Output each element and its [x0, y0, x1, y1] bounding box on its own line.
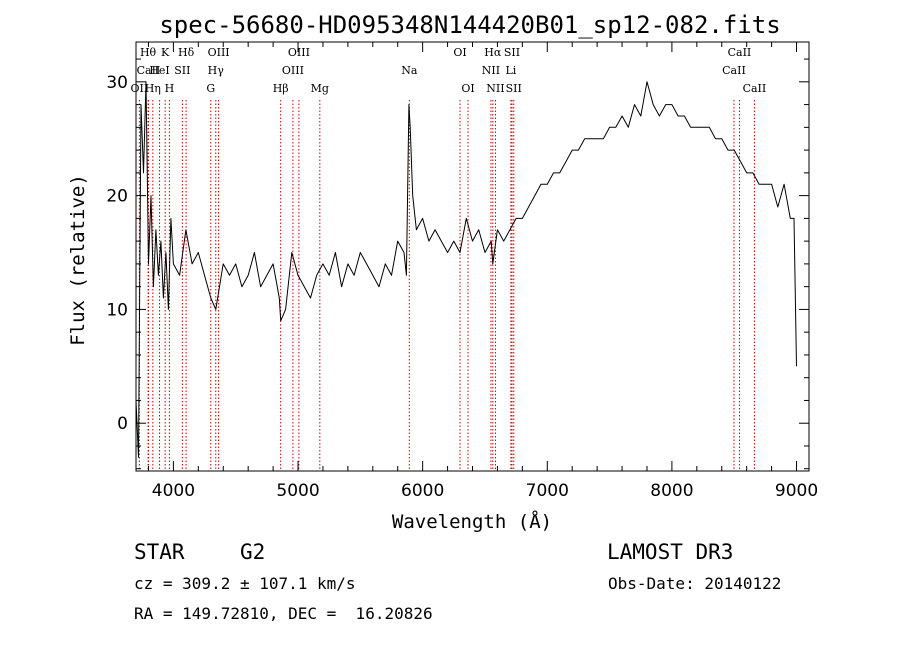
- spectrum-series: [135, 81, 797, 458]
- spectral-line-label-13: OIII: [282, 64, 304, 77]
- x-tick-label-4000: 4000: [152, 481, 195, 501]
- spectral-line-label-10: Hγ: [208, 64, 225, 77]
- chart-title: spec-56680-HD095348N144420B01_sp12-082.f…: [159, 11, 780, 39]
- spectral-line-label-9: G: [206, 82, 215, 95]
- spectral-line-label-23: Li: [505, 64, 516, 77]
- y-tick-label-30: 30: [106, 73, 128, 93]
- spectral-line-label-8: Hδ: [178, 46, 195, 59]
- object-class: STAR: [134, 540, 185, 564]
- spectral-line-label-14: OIII: [288, 46, 310, 59]
- plot-frame: [135, 41, 810, 472]
- spectral-line-label-3: Hη: [145, 82, 161, 95]
- spectral-line-label-24: SII: [506, 82, 522, 95]
- spectral-line-label-21: NII: [486, 82, 504, 95]
- y-tick-label-0: 0: [117, 414, 128, 434]
- y-axis: 0 10 20 30: [106, 58, 809, 470]
- spectral-line-label-22: SII: [504, 46, 520, 59]
- spectral-line-markers: OII Hθ CaII Hη HeI K H SII Hδ G Hγ OIII Hβ OIII OIII Mg…: [131, 46, 767, 471]
- x-axis-label: Wavelength (Å): [392, 510, 552, 533]
- spectral-line-label-1: Hθ: [140, 46, 157, 59]
- observation-date: Obs-Date: 20140122: [608, 574, 782, 593]
- spectral-line-label-7: SII: [174, 64, 190, 77]
- x-tick-label-5000: 5000: [276, 481, 319, 501]
- spectral-line-label-27: CaII: [743, 82, 767, 95]
- spectral-line-label-19: NII: [482, 64, 500, 77]
- spectral-line-label-18: OI: [461, 82, 474, 95]
- x-tick-label-9000: 9000: [775, 481, 818, 501]
- spectral-line-label-6: H: [165, 82, 175, 95]
- spectral-line-label-26: CaII: [728, 46, 752, 59]
- object-subclass: G2: [240, 540, 266, 564]
- spectral-line-label-25: CaII: [722, 64, 746, 77]
- x-tick-label-7000: 7000: [526, 481, 569, 501]
- spectral-line-label-17: OI: [453, 46, 466, 59]
- y-axis-label: Flux (relative): [67, 174, 89, 346]
- spectral-line-label-2: CaII: [137, 64, 161, 77]
- series-line-spectrum: [135, 81, 797, 458]
- spectral-line-label-5: K: [161, 46, 170, 59]
- survey-name: LAMOST DR3: [607, 540, 734, 564]
- coordinates: RA = 149.72810, DEC = 16.20826: [134, 604, 433, 623]
- redshift-cz: cz = 309.2 ± 107.1 km/s: [134, 574, 356, 593]
- y-tick-label-20: 20: [106, 187, 128, 207]
- x-tick-label-8000: 8000: [650, 481, 693, 501]
- spectral-line-label-16: Na: [401, 64, 418, 77]
- spectral-line-label-12: Hβ: [273, 82, 289, 95]
- spectral-line-label-11: OIII: [208, 46, 230, 59]
- y-tick-label-10: 10: [106, 300, 128, 320]
- x-tick-label-6000: 6000: [401, 481, 444, 501]
- spectral-line-label-4: HeI: [149, 64, 169, 77]
- spectral-line-label-15: Mg: [311, 82, 329, 95]
- spectral-line-label-20: Hα: [484, 46, 502, 59]
- spectral-line-label-0: OII: [131, 82, 149, 95]
- x-axis: 4000 5000 6000 7000 8000 9000: [147, 42, 818, 501]
